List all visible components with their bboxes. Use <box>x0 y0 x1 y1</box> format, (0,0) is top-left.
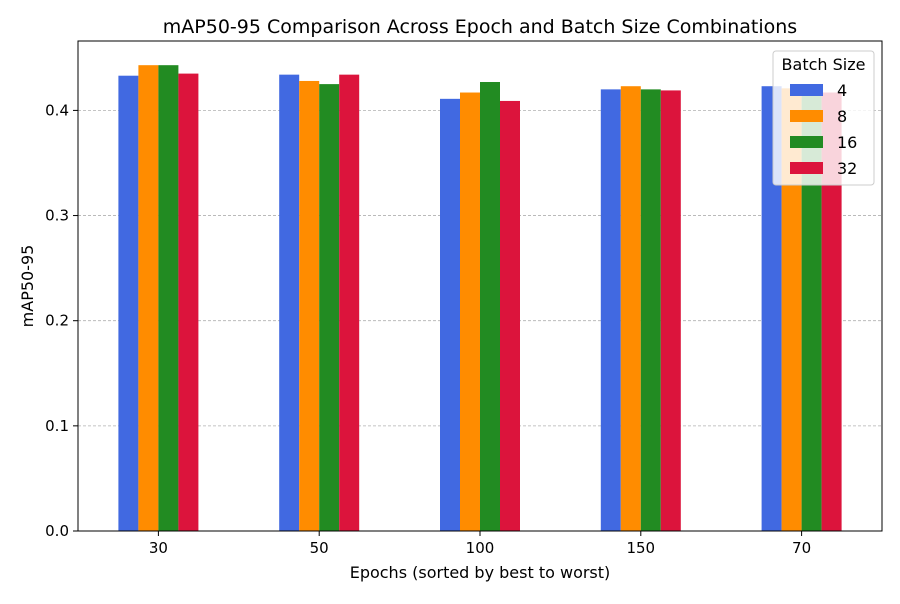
legend-label-8: 8 <box>837 107 847 126</box>
bar-150-batch-4 <box>600 89 621 531</box>
legend-label-16: 16 <box>837 133 857 152</box>
bar-30-batch-8 <box>138 65 159 532</box>
bar-150-batch-8 <box>620 86 641 531</box>
bar-50-batch-8 <box>299 80 320 531</box>
y-tick-label: 0.3 <box>45 207 69 225</box>
x-tick-label: 150 <box>626 539 655 557</box>
bar-70-batch-32 <box>821 92 842 531</box>
bar-100-batch-16 <box>480 82 500 532</box>
bar-30-batch-4 <box>118 75 139 531</box>
bar-100-batch-8 <box>460 92 480 531</box>
y-tick-label: 0.2 <box>45 312 69 330</box>
bars-layer <box>118 65 842 532</box>
legend-label-32: 32 <box>837 159 857 178</box>
legend: Batch Size 4 8 16 32 <box>772 50 875 186</box>
legend-title: Batch Size <box>782 55 866 74</box>
y-tick-label: 0.1 <box>45 417 69 435</box>
ticks-layer: 0.0 0.1 0.2 0.3 0.4 30 50 100 150 70 <box>45 101 811 557</box>
bar-100-batch-32 <box>500 100 520 532</box>
legend-label-4: 4 <box>837 81 847 100</box>
x-tick-label: 70 <box>792 539 811 557</box>
legend-swatch-32 <box>790 162 823 174</box>
bar-70-batch-16 <box>801 89 822 531</box>
bar-70-batch-8 <box>781 88 802 531</box>
x-tick-label: 30 <box>149 539 168 557</box>
bar-150-batch-32 <box>660 90 681 532</box>
x-axis-label: Epochs (sorted by best to worst) <box>350 563 611 582</box>
legend-swatch-16 <box>790 136 823 148</box>
bar-50-batch-32 <box>339 74 360 531</box>
y-tick-label: 0.0 <box>45 522 69 540</box>
legend-swatch-4 <box>790 84 823 96</box>
bar-30-batch-16 <box>158 65 179 532</box>
bar-150-batch-16 <box>640 89 661 531</box>
bar-100-batch-4 <box>440 98 460 532</box>
bar-50-batch-16 <box>319 84 340 532</box>
y-axis-label: mAP50-95 <box>18 245 37 328</box>
y-tick-label: 0.4 <box>45 101 69 119</box>
chart-title: mAP50-95 Comparison Across Epoch and Bat… <box>163 16 797 38</box>
x-tick-label: 100 <box>466 539 495 557</box>
bar-50-batch-4 <box>279 74 300 531</box>
legend-items: 4 8 16 32 <box>790 81 857 178</box>
bar-70-batch-4 <box>761 86 782 531</box>
bar-30-batch-32 <box>178 73 199 532</box>
x-tick-label: 50 <box>310 539 329 557</box>
legend-swatch-8 <box>790 110 823 122</box>
